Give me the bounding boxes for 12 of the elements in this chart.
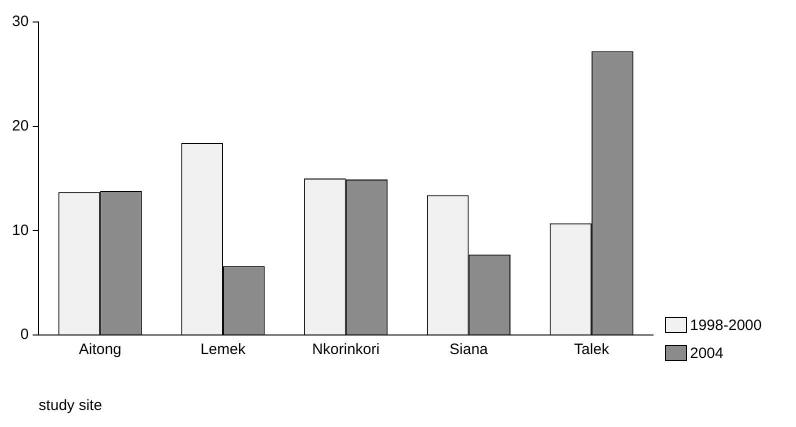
legend-label: 2004	[690, 344, 724, 362]
x-axis-title: study site	[38, 397, 102, 414]
y-tick-label: 0	[20, 326, 29, 344]
x-tick-label: Talek	[574, 341, 610, 358]
y-tick-label: 10	[12, 222, 29, 239]
legend-label: 1998-2000	[690, 316, 762, 334]
x-tick-label: Aitong	[78, 341, 122, 358]
x-tick-label: Siana	[450, 341, 489, 358]
y-tick-label: 20	[12, 117, 29, 134]
x-tick-label: Lemek	[200, 341, 246, 358]
y-tick-label: 30	[12, 13, 29, 30]
x-tick-label: Nkorinkori	[312, 341, 380, 358]
